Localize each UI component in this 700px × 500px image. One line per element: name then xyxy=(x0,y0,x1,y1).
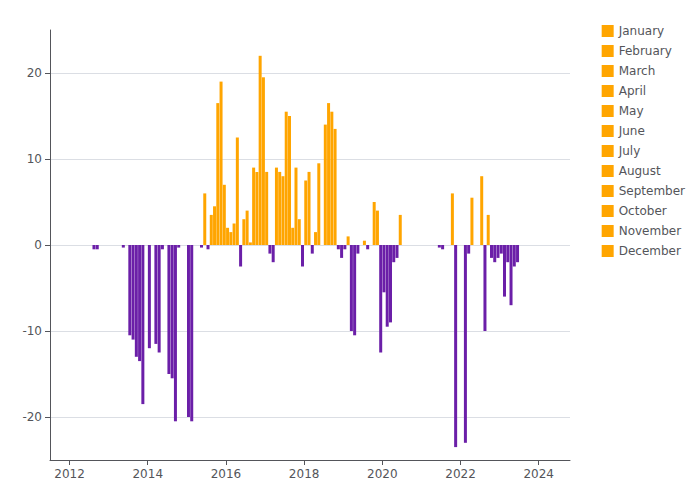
svg-text:2012: 2012 xyxy=(54,467,85,481)
svg-text:-20: -20 xyxy=(22,410,42,424)
svg-text:February: February xyxy=(619,44,672,58)
svg-text:10: 10 xyxy=(27,152,42,166)
svg-text:-10: -10 xyxy=(22,324,42,338)
svg-text:October: October xyxy=(619,204,667,218)
svg-text:July: July xyxy=(618,144,641,158)
svg-text:September: September xyxy=(619,184,685,198)
svg-text:2014: 2014 xyxy=(132,467,163,481)
svg-text:November: November xyxy=(619,224,681,238)
svg-text:20: 20 xyxy=(27,66,42,80)
svg-text:January: January xyxy=(618,24,665,38)
svg-text:2020: 2020 xyxy=(367,467,398,481)
svg-text:August: August xyxy=(619,164,661,178)
svg-text:2016: 2016 xyxy=(211,467,242,481)
svg-text:April: April xyxy=(619,84,646,98)
svg-text:0: 0 xyxy=(34,238,42,252)
svg-text:March: March xyxy=(619,64,656,78)
svg-text:May: May xyxy=(619,104,644,118)
svg-text:2024: 2024 xyxy=(523,467,554,481)
svg-text:2022: 2022 xyxy=(445,467,476,481)
svg-text:December: December xyxy=(619,244,681,258)
svg-text:June: June xyxy=(618,124,645,138)
svg-text:2018: 2018 xyxy=(289,467,320,481)
